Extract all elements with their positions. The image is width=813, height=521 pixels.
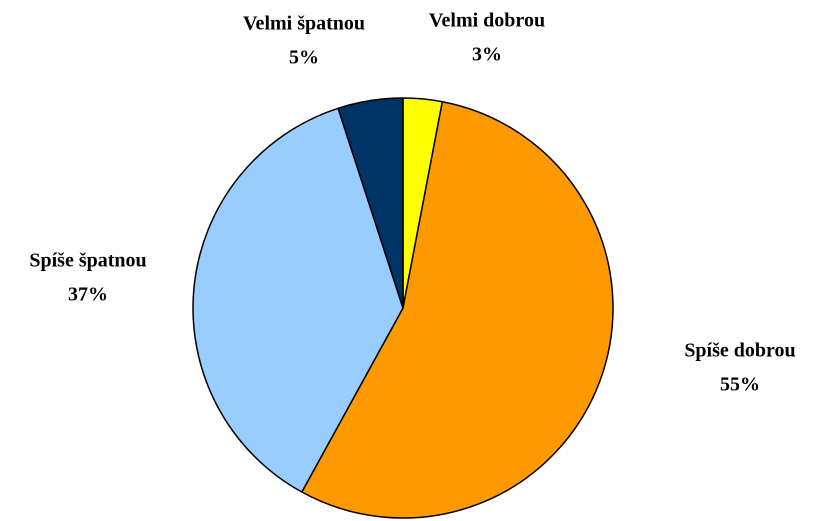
slice-label: Velmi špatnou xyxy=(243,13,365,35)
slice-label: Spíše dobrou xyxy=(684,340,795,362)
slice-label: Velmi dobrou xyxy=(429,10,545,32)
slice-value-label: 5% xyxy=(289,47,319,69)
slice-value-label: 37% xyxy=(68,284,108,306)
slice-value-label: 3% xyxy=(472,44,502,66)
slice-label: Spíše špatnou xyxy=(29,250,146,272)
pie-slice xyxy=(192,107,404,494)
slice-value-label: 55% xyxy=(720,374,760,396)
pie-slice xyxy=(300,100,614,519)
pie-slice xyxy=(337,97,404,309)
